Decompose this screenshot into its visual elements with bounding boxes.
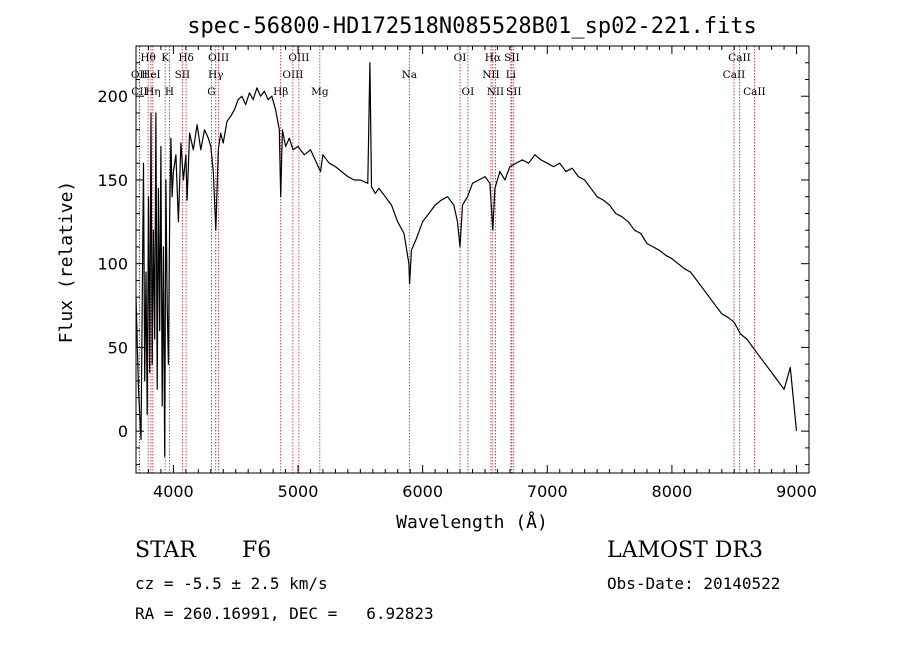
y-tick-label: 200 [97,87,128,106]
line-label: H [165,86,174,98]
chart-title: spec-56800-HD172518N085528B01_sp02-221.f… [187,14,757,39]
line-label: CaII [743,86,766,98]
line-label: OI [454,52,467,64]
line-label: CaII [723,69,746,81]
line-label: Na [402,69,417,81]
line-label: G [207,86,215,98]
object-subclass: F6 [242,538,272,563]
x-tick-label: 5000 [278,482,319,501]
line-label: NII [487,86,504,98]
x-tick-label: 7000 [527,482,568,501]
y-tick-label: 150 [97,171,128,190]
line-label: Hη [145,86,160,98]
y-tick-label: 0 [118,422,128,441]
line-label: SII [506,86,522,98]
line-label: OII [131,69,148,81]
line-label: CaII [728,52,751,64]
line-label: OIII [208,52,229,64]
survey-name: LAMOST DR3 [607,538,763,563]
line-label: Hβ [273,86,288,98]
line-label: OI [462,86,475,98]
line-label: CII [131,86,147,98]
spectrum-line [135,62,798,457]
line-label: NII [482,69,499,81]
spectrum-series [135,62,798,457]
line-label: Li [506,69,517,81]
x-tick-label: 8000 [652,482,693,501]
x-tick-label: 6000 [402,482,443,501]
obs-date: Obs-Date: 20140522 [607,574,781,593]
plot-frame [135,45,810,474]
line-label: HeI [141,69,161,81]
spectral-line-labels: CIIOIIHθHeIHηKHSIIHδGHγOIIIHβOIIIOIIIMgN… [131,52,766,98]
redshift-text: cz = -5.5 ± 2.5 km/s [135,574,328,593]
line-label: Hγ [208,69,223,81]
x-axis: 4000 5000 6000 7000 8000 9000 [135,46,817,501]
spectral-line-markers [138,46,755,473]
line-label: Hα [485,52,501,64]
y-axis-label: Flux (relative) [56,181,77,344]
x-tick-label: 9000 [776,482,817,501]
y-tick-label: 100 [97,255,128,274]
line-label: Hθ [140,52,155,64]
x-tick-label: 4000 [153,482,194,501]
y-tick-label: 50 [108,338,128,357]
line-label: OIII [288,52,309,64]
line-label: SII [175,69,191,81]
line-label: K [161,52,169,64]
line-label: OIII [282,69,303,81]
y-axis: 0 50 100 150 200 [97,45,809,466]
coordinates: RA = 260.16991, DEC = 6.92823 [135,604,434,623]
object-class: STAR [135,538,196,563]
x-axis-label: Wavelength (Å) [396,511,548,533]
line-label: Mg [311,86,329,98]
line-label: SII [504,52,520,64]
line-label: Hδ [178,52,193,64]
